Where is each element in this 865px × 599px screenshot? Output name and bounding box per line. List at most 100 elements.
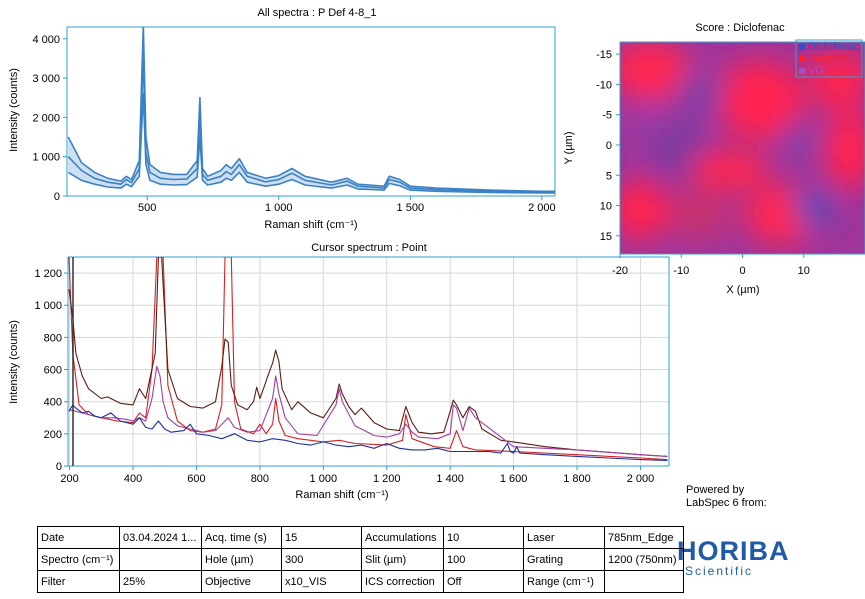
table-cell-label: Grating	[523, 548, 605, 571]
table-cell-label: Date	[37, 526, 120, 549]
y-tick-label: 10	[600, 201, 612, 213]
logo-main-text: HORIBA	[677, 536, 790, 566]
table-cell-label: Hole (µm)	[201, 548, 282, 571]
y-tick-label: 200	[44, 429, 62, 441]
legend-swatch	[799, 68, 805, 74]
x-tick-label: 0	[739, 265, 745, 277]
table-cell-label: Range (cm⁻¹)	[523, 570, 605, 593]
table-cell-label: Slit (µm)	[361, 548, 444, 571]
series-line-dark	[68, 257, 668, 457]
logo-sub-text: Scientific	[685, 564, 754, 578]
x-tick-label: 2 000	[627, 473, 655, 485]
x-tick-label: 1 600	[500, 473, 528, 485]
table-row: Date 03.04.2024 1... Acq. time (s) 15 Ac…	[37, 526, 684, 549]
table-row: Spectro (cm⁻¹) Hole (µm) 300 Slit (µm) 1…	[37, 548, 684, 571]
table-cell-label: Filter	[37, 570, 120, 593]
y-tick-label: 5	[606, 170, 612, 182]
table-cell-value: 1200 (750nm)	[604, 548, 684, 571]
series-line-polymer	[68, 257, 668, 461]
y-tick-label: 1 000	[32, 152, 60, 164]
series-band	[68, 27, 555, 193]
y-tick-label: 1 200	[34, 268, 62, 280]
all-spectra-xlabel: Raman shift (cm⁻¹)	[264, 219, 357, 231]
x-tick-label: 1 200	[373, 473, 401, 485]
y-tick-label: 0	[54, 191, 60, 203]
series-line-spectrum-lower	[67, 93, 555, 194]
table-cell-value: 25%	[119, 570, 202, 593]
x-tick-label: -20	[612, 265, 628, 277]
x-tick-label: 1 800	[563, 473, 591, 485]
table-cell-value: 785nm_Edge	[604, 526, 684, 549]
x-tick-label: 2 000	[528, 202, 556, 214]
legend-label: Polymer	[808, 53, 849, 65]
y-tick-label: 600	[44, 365, 62, 377]
powered-by-text: Powered by LabSpec 6 from:	[686, 484, 806, 510]
table-cell-value: 03.04.2024 1...	[119, 526, 202, 549]
y-tick-label: 1 000	[34, 300, 62, 312]
x-tick-label: 10	[798, 265, 810, 277]
table-cell-value: Off	[443, 570, 524, 593]
table-cell-value: 300	[281, 548, 362, 571]
table-cell-label: Laser	[523, 526, 605, 549]
x-tick-label: 800	[251, 473, 269, 485]
cursor-spectrum-ylabel: Intensity (counts)	[8, 320, 20, 404]
cursor-spectrum-title: Cursor spectrum : Point	[311, 242, 427, 254]
all-spectra-title: All spectra : P Def 4-8_1	[257, 7, 376, 19]
y-tick-label: 0	[56, 461, 62, 473]
powered-by-line2: LabSpec 6 from:	[686, 497, 767, 509]
table-cell-value: 10	[443, 526, 524, 549]
table-cell-value: x10_VIS	[281, 570, 362, 593]
legend-swatch	[799, 44, 805, 50]
table-cell-value	[119, 548, 202, 571]
table-cell-label: ICS correction	[361, 570, 444, 593]
series-line-spectrum-mid	[67, 57, 555, 193]
table-cell-label: Spectro (cm⁻¹)	[37, 548, 120, 571]
legend-label: VG	[808, 65, 824, 77]
all-spectra-chart: All spectra : P Def 4-8_1 500 1 000 1 500 2…	[8, 7, 556, 231]
table-cell-label: Accumulations	[361, 526, 444, 549]
y-tick-label: 2 000	[32, 112, 60, 124]
y-tick-label: 3 000	[32, 73, 60, 85]
x-tick-label: 1 000	[265, 202, 293, 214]
series-line-spectrum-upper	[67, 27, 555, 193]
table-row: Filter 25% Objective x10_VIS ICS correct…	[37, 570, 684, 593]
y-tick-label: 4 000	[32, 34, 60, 46]
legend-frame	[795, 39, 863, 78]
score-map-ylabel: Y (µm)	[563, 131, 575, 164]
cursor-spectrum-chart: Cursor spectrum : Point 200 400 600 800 1 00…	[8, 242, 670, 501]
score-map-xlabel: X (µm)	[726, 284, 759, 296]
y-tick-label: -5	[602, 110, 612, 122]
score-map-image[interactable]	[610, 40, 865, 254]
x-tick-label: -10	[673, 265, 689, 277]
y-tick-label: 800	[44, 332, 62, 344]
x-tick-label: 1 500	[397, 202, 425, 214]
y-tick-label: -10	[596, 79, 612, 91]
y-tick-label: 400	[44, 397, 62, 409]
table-cell-value	[604, 570, 684, 593]
cursor-spectrum-xlabel: Raman shift (cm⁻¹)	[295, 489, 388, 501]
table-cell-label: Acq. time (s)	[201, 526, 282, 549]
series-line-diclofenac	[68, 404, 668, 461]
x-tick-label: 600	[187, 473, 205, 485]
y-tick-label: 0	[606, 140, 612, 152]
y-tick-label: 15	[600, 231, 612, 243]
legend-label: Diclofenac	[808, 41, 860, 53]
x-tick-label: 500	[138, 202, 156, 214]
powered-by-line1: Powered by	[686, 484, 745, 496]
x-tick-label: 400	[124, 473, 142, 485]
series-line-vg	[68, 365, 668, 457]
legend-swatch	[799, 56, 805, 62]
x-tick-label: 200	[60, 473, 78, 485]
y-tick-label: -15	[596, 49, 612, 61]
table-cell-value: 100	[443, 548, 524, 571]
horiba-logo: HORIBA Scientific	[677, 537, 827, 577]
table-cell-value: 15	[281, 526, 362, 549]
score-map-title: Score : Diclofenac	[695, 22, 785, 34]
all-spectra-ylabel: Intensity (counts)	[8, 68, 20, 152]
x-tick-label: 1 400	[436, 473, 464, 485]
acquisition-info-table: Date 03.04.2024 1... Acq. time (s) 15 Ac…	[37, 526, 684, 593]
table-cell-label: Objective	[201, 570, 282, 593]
score-map-chart: Score : Diclofenac -20 -10 0 10 -15 -10 -5 0 5 10…	[563, 22, 865, 296]
